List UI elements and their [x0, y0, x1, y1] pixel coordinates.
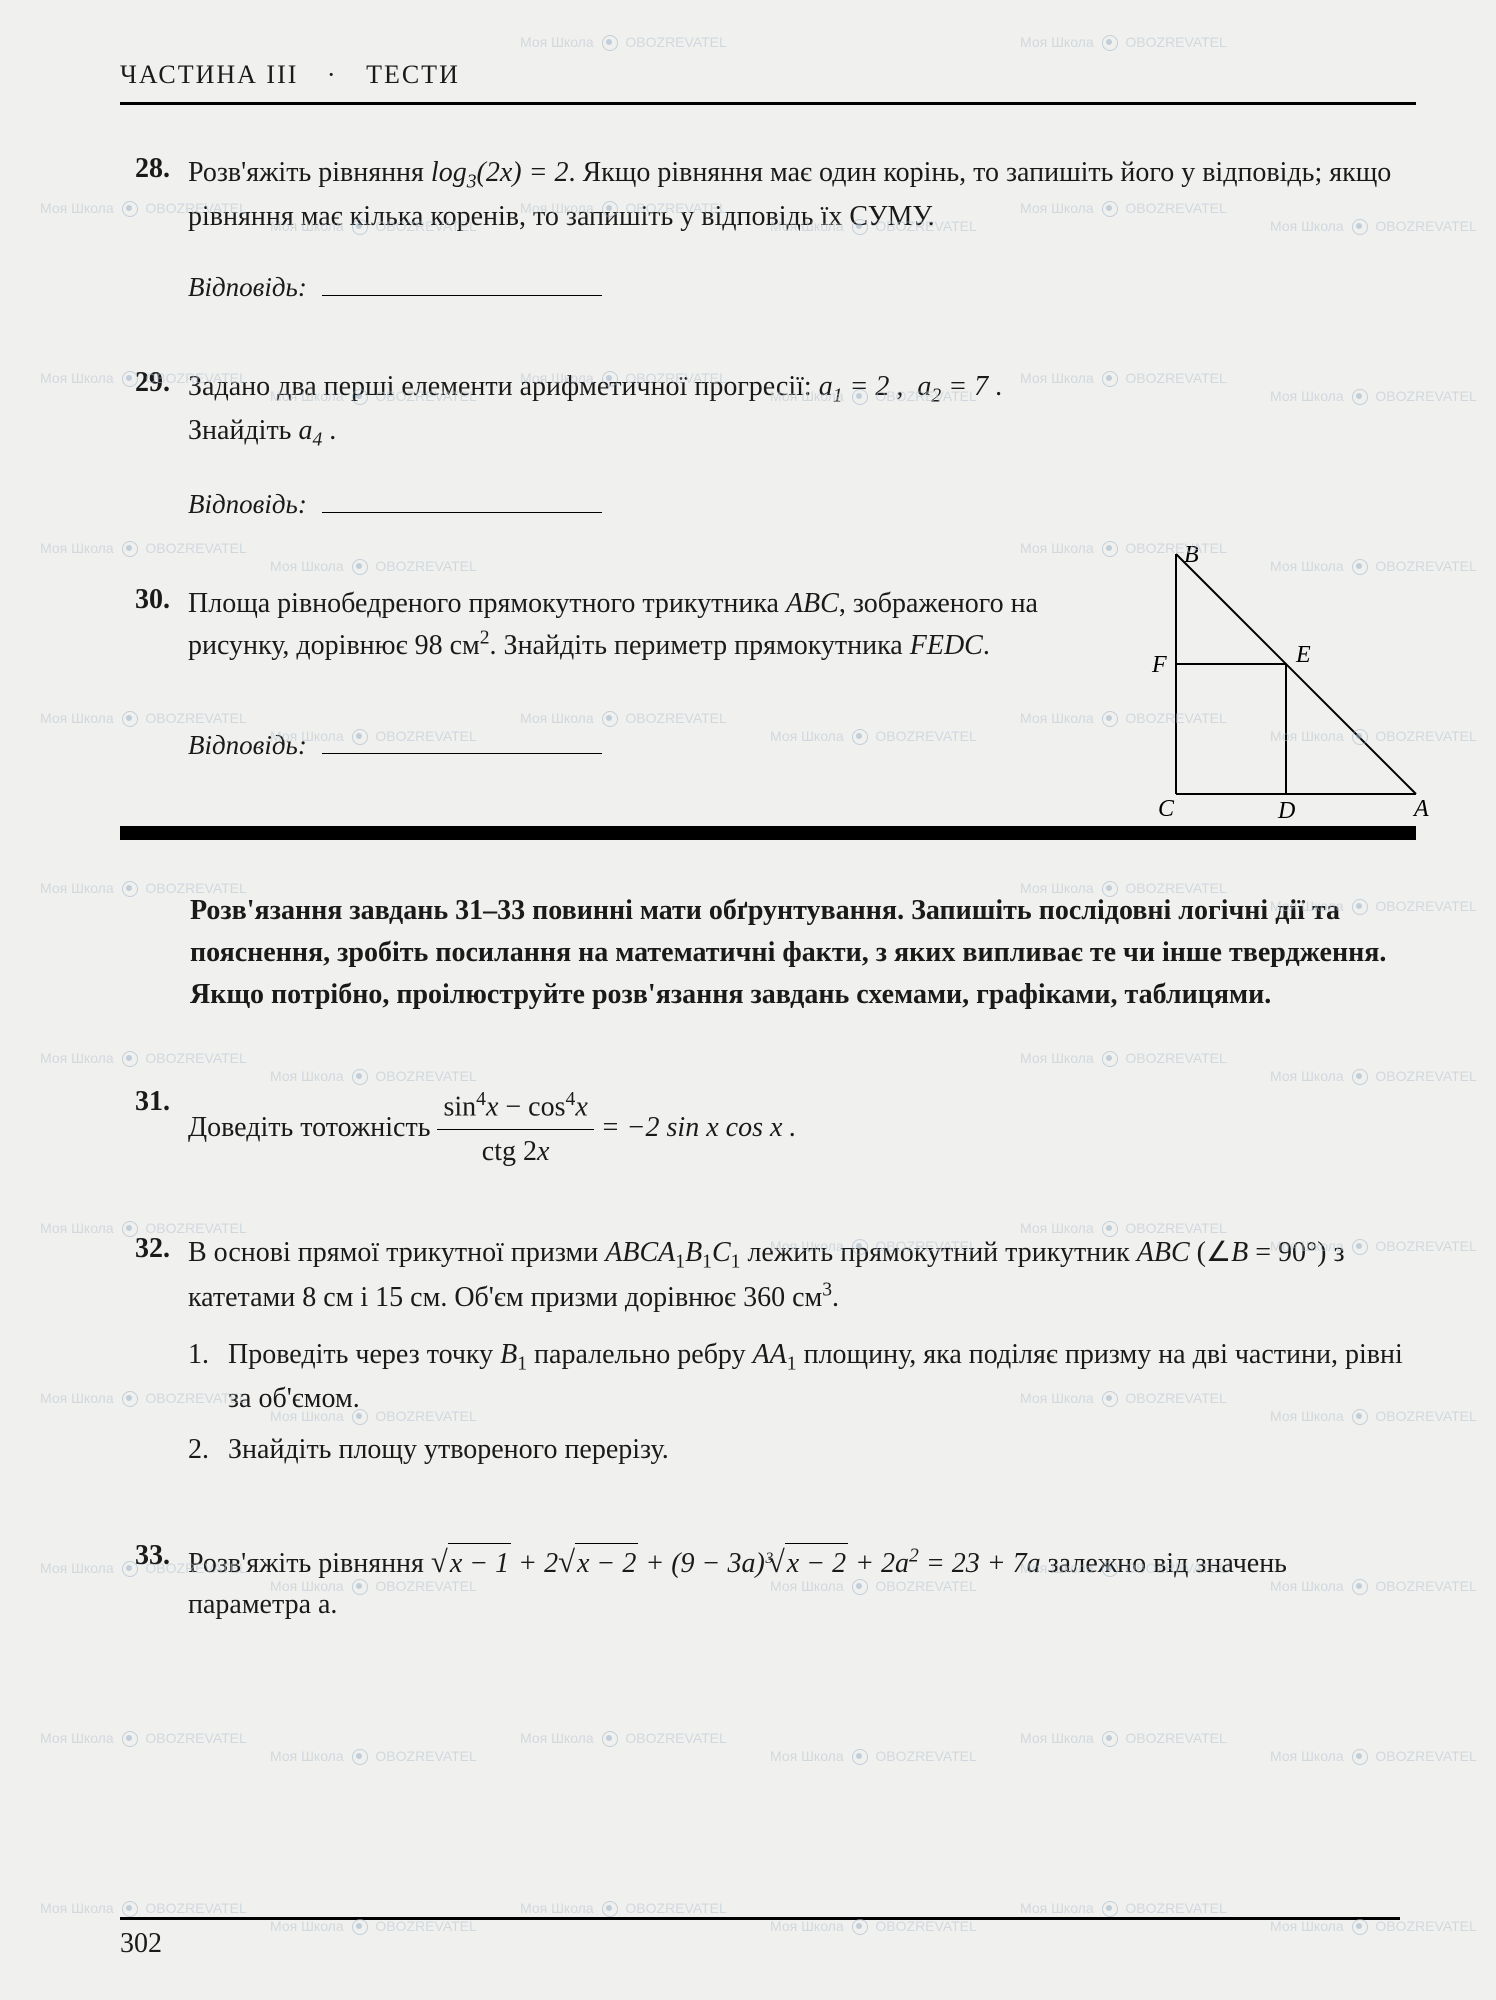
problem-30-body: Площа рівнобедреного прямокутного трикут… [188, 584, 1058, 766]
problem-33-equation: √x − 1 + 2√x − 2 + (9 − 3a)3√x − 2 + 2a2… [431, 1548, 1048, 1579]
page-number: 302 [120, 1917, 1400, 1960]
problem-31-frac-den: ctg 2x [437, 1130, 593, 1173]
watermark: Моя Школа OBOZREVATEL [270, 1748, 477, 1765]
svg-text:C: C [1158, 796, 1175, 822]
problem-31-text: Доведіть тотожність [188, 1112, 437, 1143]
problem-29-text: Задано два перші елементи арифметичної п… [188, 371, 819, 402]
svg-text:F: F [1151, 652, 1167, 678]
problem-31-frac-num: sin4x − cos4x [437, 1086, 593, 1131]
header-dot: · [327, 60, 338, 89]
problem-31-rhs: = −2 sin x cos x . [601, 1112, 797, 1143]
watermark: Моя Школа OBOZREVATEL [520, 1730, 727, 1747]
problem-32-sub1-text: Проведіть через точку B1 паралельно ребр… [228, 1335, 1416, 1420]
svg-text:D: D [1277, 798, 1295, 824]
answer-29-blank[interactable] [322, 486, 602, 513]
problem-30-num: 30. [120, 584, 170, 616]
instructions-block: Розв'язання завдань 31–33 повинні мати о… [190, 890, 1416, 1016]
problem-28-body: Розв'яжіть рівняння log3(2x) = 2. Якщо р… [188, 153, 1416, 307]
watermark: Моя Школа OBOZREVATEL [40, 1730, 247, 1747]
answer-30-label: Відповідь: [188, 730, 307, 760]
problem-32: 32. В основі прямої трикутної призми ABC… [120, 1233, 1416, 1480]
problem-32-body: В основі прямої трикутної призми ABCA1B1… [188, 1233, 1416, 1480]
problem-28-equation: log3(2x) = 2 [431, 157, 569, 188]
answer-30: Відповідь: [188, 726, 1058, 765]
triangle-figure: B E F C D A [1146, 544, 1436, 824]
problem-32-sub1: 1. Проведіть через точку B1 паралельно р… [188, 1335, 1416, 1420]
problem-31-body: Доведіть тотожність sin4x − cos4x ctg 2x… [188, 1086, 1416, 1174]
problem-32-sub1-num: 1. [188, 1335, 214, 1420]
page-container: ЧАСТИНА III · ТЕСТИ 28. Розв'яжіть рівня… [0, 0, 1496, 1725]
problem-29-find: Знайдіть a4 . [188, 415, 336, 446]
problem-32-num: 32. [120, 1233, 170, 1265]
answer-29: Відповідь: [188, 485, 1416, 524]
problem-32-sub2: 2. Знайдіть площу утвореного перерізу. [188, 1430, 1416, 1471]
problem-32-sub2-text: Знайдіть площу утвореного перерізу. [228, 1430, 669, 1471]
watermark: Моя Школа OBOZREVATEL [520, 1900, 727, 1917]
thick-divider [120, 826, 1416, 840]
svg-text:A: A [1412, 796, 1429, 822]
answer-28: Відповідь: [188, 268, 1416, 307]
page-header: ЧАСТИНА III · ТЕСТИ [120, 60, 1416, 105]
problem-28-text-before: Розв'яжіть рівняння [188, 157, 431, 188]
problem-29: 29. Задано два перші елементи арифметичн… [120, 367, 1416, 524]
problem-31: 31. Доведіть тотожність sin4x − cos4x ct… [120, 1086, 1416, 1174]
problem-32-sub2-num: 2. [188, 1430, 214, 1471]
problem-29-a1: a1 = 2 [819, 371, 890, 402]
problem-33-text-before: Розв'яжіть рівняння [188, 1548, 431, 1579]
problem-30-text: Площа рівнобедреного прямокутного трикут… [188, 588, 1038, 661]
problem-33-num: 33. [120, 1540, 170, 1572]
watermark: Моя Школа OBOZREVATEL [1020, 1730, 1227, 1747]
problem-29-body: Задано два перші елементи арифметичної п… [188, 367, 1416, 524]
svg-text:B: B [1184, 544, 1199, 568]
problem-31-num: 31. [120, 1086, 170, 1118]
answer-29-label: Відповідь: [188, 489, 307, 519]
problem-28-num: 28. [120, 153, 170, 185]
problem-31-fraction: sin4x − cos4x ctg 2x [437, 1086, 593, 1174]
problem-33-body: Розв'яжіть рівняння √x − 1 + 2√x − 2 + (… [188, 1540, 1416, 1625]
problem-29-num: 29. [120, 367, 170, 399]
header-section: ТЕСТИ [366, 60, 460, 89]
problem-32-text: В основі прямої трикутної призми ABCA1B1… [188, 1237, 1345, 1313]
watermark: Моя Школа OBOZREVATEL [770, 1748, 977, 1765]
watermark: Моя Школа OBOZREVATEL [1020, 1900, 1227, 1917]
answer-28-label: Відповідь: [188, 272, 307, 302]
watermark: Моя Школа OBOZREVATEL [40, 1900, 247, 1917]
answer-30-blank[interactable] [322, 727, 602, 754]
problem-33: 33. Розв'яжіть рівняння √x − 1 + 2√x − 2… [120, 1540, 1416, 1625]
problem-30: 30. Площа рівнобедреного прямокутного тр… [120, 584, 1416, 766]
problem-28: 28. Розв'яжіть рівняння log3(2x) = 2. Як… [120, 153, 1416, 307]
svg-text:E: E [1295, 642, 1311, 668]
page-number-value: 302 [120, 1928, 162, 1959]
watermark: Моя Школа OBOZREVATEL [1270, 1748, 1477, 1765]
header-part: ЧАСТИНА III [120, 60, 298, 89]
problem-29-a2: a2 = 7 [917, 371, 988, 402]
answer-28-blank[interactable] [322, 269, 602, 296]
